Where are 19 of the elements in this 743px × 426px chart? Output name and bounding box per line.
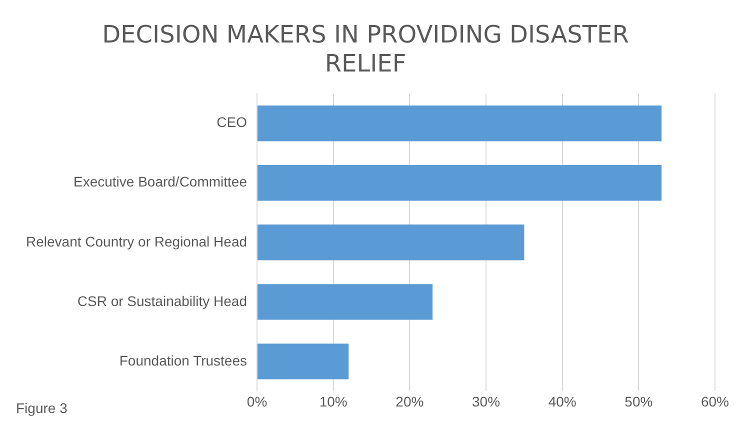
y-tick-label: Relevant Country or Regional Head	[26, 233, 248, 250]
x-tick-label: 50%	[624, 393, 653, 410]
chart-title: DECISION MAKERS IN PROVIDING DISASTER RELIEF	[102, 20, 629, 78]
bar	[258, 106, 662, 142]
bar	[258, 344, 349, 380]
y-tick-label: Foundation Trustees	[119, 352, 248, 368]
bar	[258, 165, 662, 201]
y-tick-label: CSR or Sustainability Head	[77, 292, 248, 309]
x-tick-label: 30%	[472, 393, 500, 410]
x-tick-label: 10%	[319, 393, 348, 410]
x-tick-label: 60%	[700, 393, 730, 410]
x-tick-label: 20%	[396, 393, 424, 410]
x-tick-label: 0%	[246, 393, 268, 410]
bar	[258, 224, 524, 260]
y-tick-label: Executive Board/Committee	[73, 174, 248, 190]
bar	[258, 284, 433, 320]
caption: Figure 3	[16, 400, 68, 416]
y-tick-label: CEO	[216, 114, 248, 130]
x-tick-label: 40%	[548, 393, 576, 410]
